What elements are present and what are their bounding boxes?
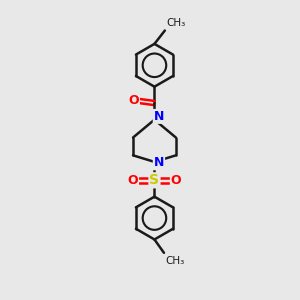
Text: CH₃: CH₃ [166, 18, 186, 28]
Text: O: O [128, 94, 139, 107]
Text: O: O [128, 174, 138, 187]
Text: O: O [171, 174, 182, 187]
Text: CH₃: CH₃ [166, 256, 185, 266]
Text: N: N [154, 156, 164, 169]
Text: S: S [149, 173, 160, 187]
Text: N: N [154, 110, 164, 123]
